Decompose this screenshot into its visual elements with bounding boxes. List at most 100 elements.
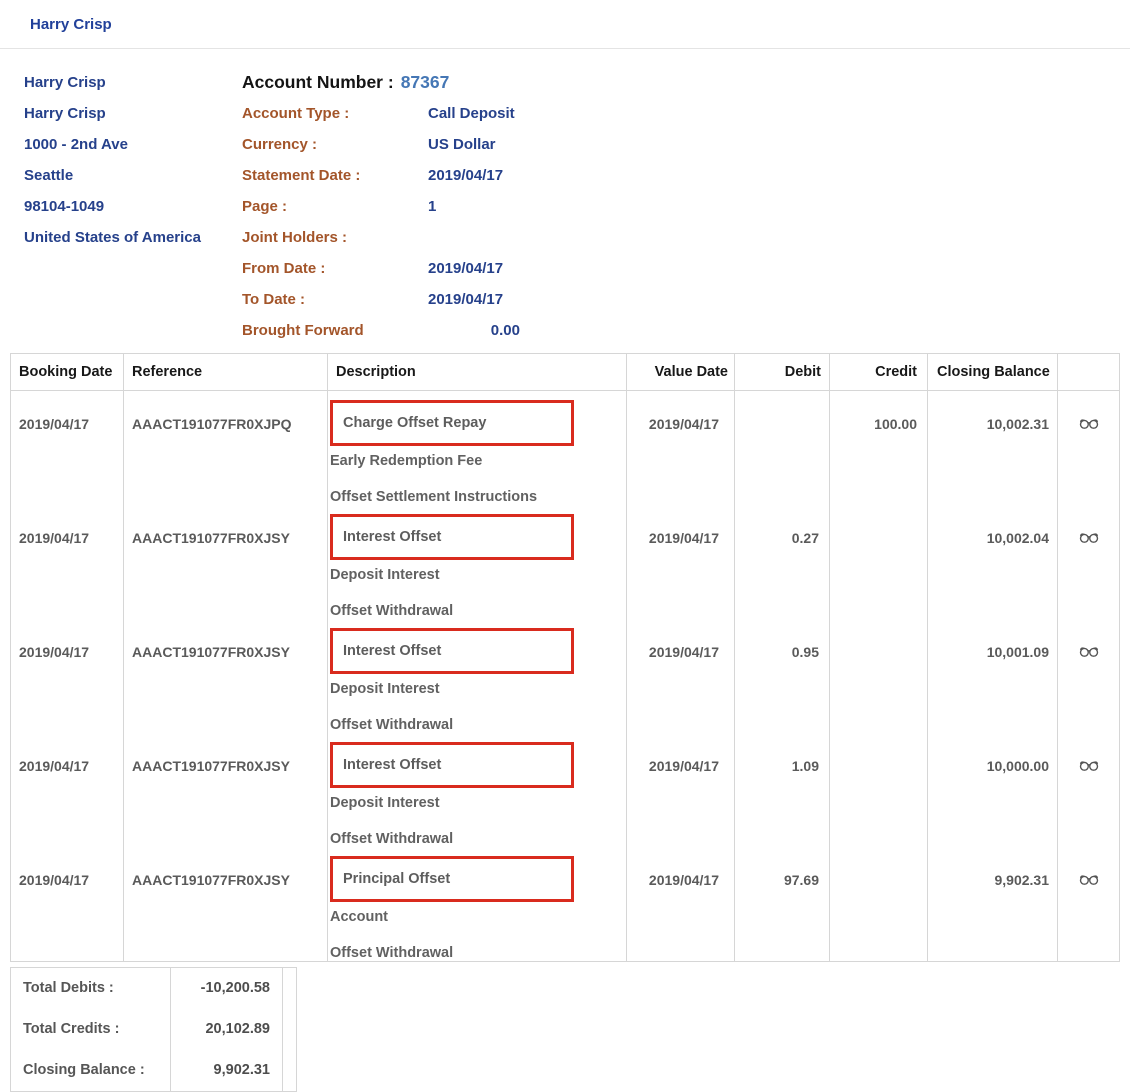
account-number-label: Account Number : [242,72,394,92]
credit-cell: 100.00 [830,391,928,505]
description-cell: Principal Offset Account Offset Withdraw… [328,847,627,961]
detail-row-statement-date: Statement Date : 2019/04/17 [242,160,1130,191]
detail-label: From Date : [242,260,326,277]
detail-value: 2019/04/17 [428,291,504,308]
detail-label: Joint Holders : [242,229,348,246]
sub-description: Offset Withdrawal [330,945,454,961]
closing-balance-cell: 10,002.04 [928,505,1058,619]
account-number-row: Account Number : 87367 [242,67,1130,98]
closing-balance-cell: 10,000.00 [928,733,1058,847]
detail-value: 1 [428,198,437,215]
debit-cell: 0.27 [735,505,830,619]
account-details-section: Harry Crisp Harry Crisp 1000 - 2nd Ave S… [0,49,1130,346]
credit-cell [830,733,928,847]
highlighted-description: Principal Offset [330,856,574,902]
value-date-cell: 2019/04/17 [627,619,735,733]
detail-value: 2019/04/17 [428,167,504,184]
booking-date-cell: 2019/04/17 [10,733,124,847]
column-header-booking-date: Booking Date [10,354,124,390]
address-line: 98104-1049 [24,198,105,215]
table-row: 2019/04/17 AAACT191077FR0XJSY Interest O… [10,733,1120,847]
sub-description: Offset Settlement Instructions [330,489,538,505]
detail-row-from-date: From Date : 2019/04/17 [242,253,1130,284]
row-actions-cell [1058,733,1120,847]
glasses-icon[interactable] [1077,643,1101,658]
closing-balance-cell: 9,902.31 [928,847,1058,961]
detail-row-to-date: To Date : 2019/04/17 [242,284,1130,315]
row-actions-cell [1058,847,1120,961]
table-row: 2019/04/17 AAACT191077FR0XJSY Interest O… [10,505,1120,619]
glasses-icon[interactable] [1077,757,1101,772]
detail-label: Account Type : [242,105,350,122]
detail-row-account-type: Account Type : Call Deposit [242,98,1130,129]
total-debits-label: Total Debits : [11,968,171,1009]
closing-balance-value: 9,902.31 [171,1050,283,1091]
top-bar: Harry Crisp [0,0,1130,49]
credit-cell [830,619,928,733]
reference-cell: AAACT191077FR0XJSY [124,505,328,619]
highlighted-description: Charge Offset Repay [330,400,574,446]
value-date-cell: 2019/04/17 [627,733,735,847]
description-cell: Charge Offset Repay Early Redemption Fee… [328,391,627,505]
totals-spacer [283,1009,298,1050]
highlighted-description: Interest Offset [330,628,574,674]
address-line: United States of America [24,229,201,246]
detail-value: Call Deposit [428,105,515,122]
booking-date-cell: 2019/04/17 [10,619,124,733]
debit-cell [735,391,830,505]
totals-spacer [283,968,298,1009]
table-body: 2019/04/17 AAACT191077FR0XJPQ Charge Off… [10,391,1120,962]
detail-value [428,222,520,253]
credit-cell [830,847,928,961]
detail-value: 0.00 [490,322,520,339]
column-header-value-date: Value Date [627,354,735,390]
column-header-closing-balance: Closing Balance [928,354,1058,390]
row-actions-cell [1058,619,1120,733]
detail-row-currency: Currency : US Dollar [242,129,1130,160]
sub-description: Offset Withdrawal [330,717,454,733]
reference-cell: AAACT191077FR0XJSY [124,619,328,733]
sub-description: Account [330,909,388,925]
highlighted-description: Interest Offset [330,514,574,560]
address-line: 1000 - 2nd Ave [24,136,128,153]
column-header-reference: Reference [124,354,328,390]
transactions-table: Booking Date Reference Description Value… [10,353,1120,962]
detail-label: Statement Date : [242,167,361,184]
customer-address-block: Harry Crisp Harry Crisp 1000 - 2nd Ave S… [24,67,242,346]
detail-value: US Dollar [428,136,496,153]
glasses-icon[interactable] [1077,529,1101,544]
booking-date-cell: 2019/04/17 [10,847,124,961]
sub-description: Deposit Interest [330,795,440,811]
total-debits-value: -10,200.58 [171,968,283,1009]
sub-description: Deposit Interest [330,567,440,583]
glasses-icon[interactable] [1077,871,1101,886]
customer-name-header: Harry Crisp [30,15,112,33]
column-header-actions [1058,354,1120,390]
closing-balance-cell: 10,001.09 [928,619,1058,733]
reference-cell: AAACT191077FR0XJSY [124,733,328,847]
value-date-cell: 2019/04/17 [627,391,735,505]
totals-summary: Total Debits : -10,200.58 Total Credits … [10,967,297,1092]
description-cell: Interest Offset Deposit Interest Offset … [328,619,627,733]
account-number-value: 87367 [400,72,450,92]
column-header-description: Description [328,354,627,390]
glasses-icon[interactable] [1077,415,1101,430]
value-date-cell: 2019/04/17 [627,505,735,619]
address-line: Harry Crisp [24,105,106,122]
sub-description: Early Redemption Fee [330,453,483,469]
account-info-block: Account Number : 87367 Account Type : Cal… [242,67,1130,346]
row-actions-cell [1058,505,1120,619]
debit-cell: 1.09 [735,733,830,847]
closing-balance-cell: 10,002.31 [928,391,1058,505]
sub-description: Offset Withdrawal [330,603,454,619]
total-credits-value: 20,102.89 [171,1009,283,1050]
sub-description: Deposit Interest [330,681,440,697]
description-cell: Interest Offset Deposit Interest Offset … [328,505,627,619]
total-credits-label: Total Credits : [11,1009,171,1050]
value-date-cell: 2019/04/17 [627,847,735,961]
address-line: Harry Crisp [24,74,106,91]
table-row: 2019/04/17 AAACT191077FR0XJSY Interest O… [10,619,1120,733]
table-row: 2019/04/17 AAACT191077FR0XJSY Principal … [10,847,1120,961]
credit-cell [830,505,928,619]
detail-label: To Date : [242,291,306,308]
